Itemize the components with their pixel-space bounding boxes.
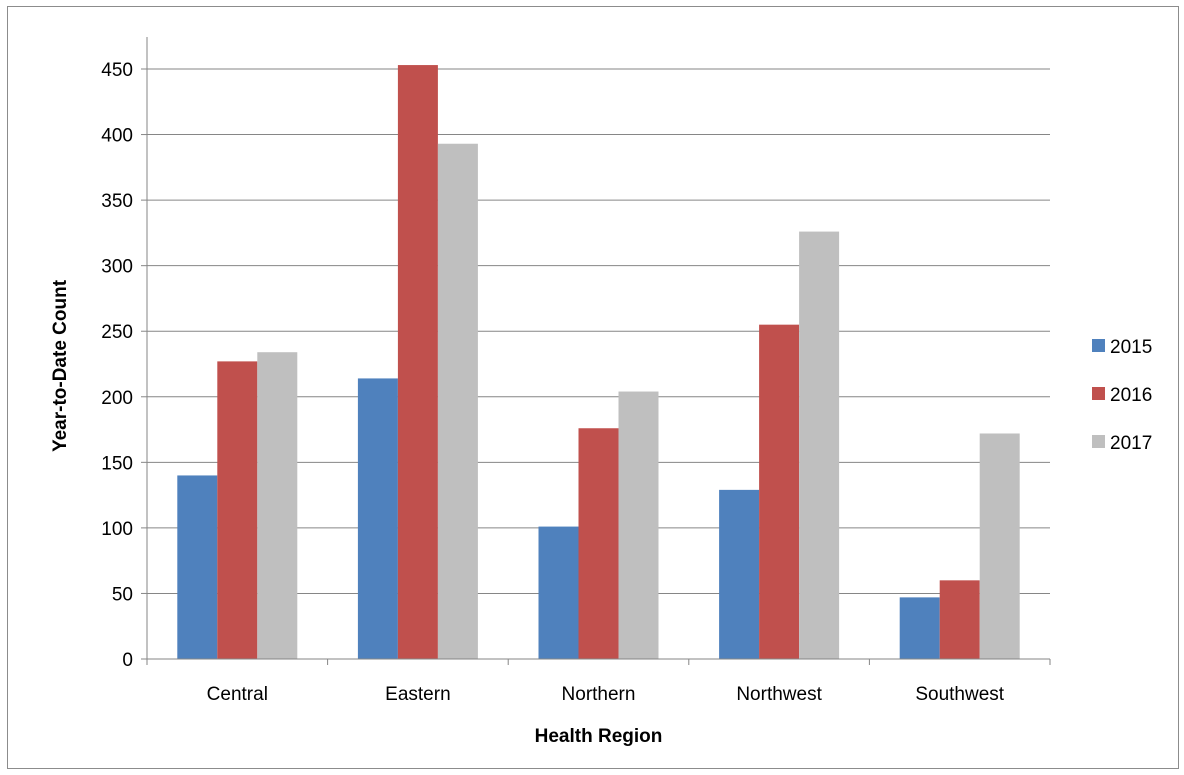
bar-2016-central bbox=[217, 361, 258, 659]
y-tick-label: 100 bbox=[101, 519, 133, 540]
x-tick-label: Eastern bbox=[385, 684, 450, 705]
legend-label-2017: 2017 bbox=[1110, 433, 1152, 454]
gridlines bbox=[147, 68, 1050, 594]
bar-2016-southwest bbox=[939, 580, 980, 659]
y-tick-label: 400 bbox=[101, 126, 133, 147]
y-tick-label: 450 bbox=[101, 60, 133, 81]
bar-2015-southwest bbox=[899, 597, 940, 659]
y-tick-labels: 0 50 100 150 200 250 300 350 400 450 bbox=[101, 60, 133, 671]
bars bbox=[177, 65, 1020, 660]
y-tick-label: 250 bbox=[101, 322, 133, 343]
bar-2015-eastern bbox=[357, 378, 398, 659]
x-tick-label: Central bbox=[207, 684, 268, 705]
y-tick-label: 150 bbox=[101, 453, 133, 474]
bar-2017-northwest bbox=[799, 231, 840, 660]
legend-swatch-2017 bbox=[1092, 435, 1105, 448]
x-tick-label: Northwest bbox=[736, 684, 822, 705]
x-tick-label: Northern bbox=[562, 684, 636, 705]
y-tick-label: 200 bbox=[101, 388, 133, 409]
legend: 2015 2016 2017 bbox=[1092, 337, 1152, 454]
bar-2017-central bbox=[257, 352, 298, 659]
legend-label-2016: 2016 bbox=[1110, 385, 1152, 406]
y-tick-label: 300 bbox=[101, 257, 133, 278]
y-tick-label: 350 bbox=[101, 191, 133, 212]
bar-2016-northern bbox=[578, 428, 619, 659]
y-axis-title: Year-to-Date Count bbox=[50, 279, 71, 452]
bar-2017-southwest bbox=[979, 433, 1020, 659]
y-tick-label: 0 bbox=[122, 650, 133, 671]
axes bbox=[141, 37, 1051, 665]
legend-swatch-2016 bbox=[1092, 387, 1105, 400]
bar-2016-northwest bbox=[759, 324, 800, 659]
bar-2015-northern bbox=[538, 526, 579, 659]
legend-swatch-2015 bbox=[1092, 339, 1105, 352]
x-tick-labels: Central Eastern Northern Northwest Southwest bbox=[207, 684, 1005, 705]
x-tick-label: Southwest bbox=[915, 684, 1004, 705]
bar-2017-northern bbox=[618, 391, 659, 659]
bar-2017-eastern bbox=[437, 143, 478, 659]
bar-2015-central bbox=[177, 475, 218, 659]
y-tick-label: 50 bbox=[112, 584, 133, 605]
bar-2016-eastern bbox=[397, 65, 438, 660]
x-axis-title: Health Region bbox=[535, 726, 663, 747]
legend-label-2015: 2015 bbox=[1110, 337, 1152, 358]
bar-2015-northwest bbox=[719, 489, 760, 659]
